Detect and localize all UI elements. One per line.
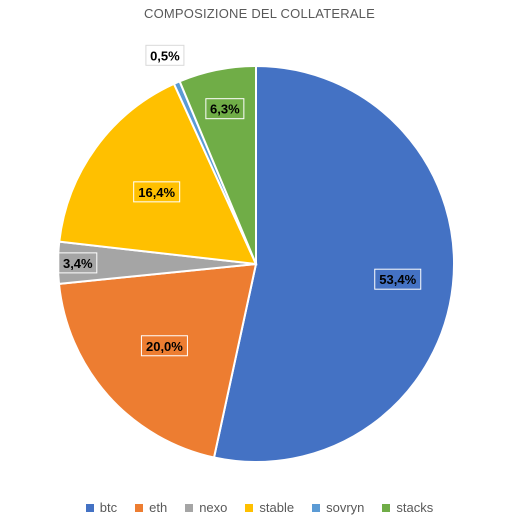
data-label-box [145,44,185,66]
data-label-nexo: 3,4% [58,252,98,274]
data-label-sovryn: 0,5% [145,44,185,66]
data-label-stacks: 6,3% [205,98,245,120]
chart-title: COMPOSIZIONE DEL COLLATERALE [144,6,375,21]
data-label-text: 16,4% [138,185,175,200]
data-label-btc: 53,4% [374,268,422,290]
legend-swatch [135,503,144,512]
data-label-box [58,252,98,274]
legend-item-btc: btc [85,500,118,515]
legend-item-stacks: stacks [382,500,433,515]
legend-item-eth: eth [135,500,167,515]
legend-item-sovryn: sovryn [312,500,364,515]
legend-swatch [382,503,391,512]
legend-item-nexo: nexo [185,500,227,515]
legend-label: stable [259,500,295,515]
pie-slice-eth [57,262,258,459]
data-label-stable: 16,4% [133,181,181,203]
data-label-text: 3,4% [63,256,93,271]
pie-slice-stable [58,82,258,266]
data-label-text: 6,3% [210,102,240,117]
data-label-text: 20,0% [146,339,183,354]
legend-swatch [312,503,321,512]
data-label-box [133,181,181,203]
data-label-eth: 20,0% [140,335,188,357]
legend-item-stable: stable [245,500,294,515]
data-label-box [140,335,188,357]
legend-label: nexo [199,500,228,515]
legend: btc eth nexo stable sovryn stacks [0,500,519,515]
data-label-text: 0,5% [150,48,180,63]
legend-swatch [85,503,94,512]
pie-chart: 53,4% 20,0% 3,4% 16,4% 0,5% 6,3% [57,44,455,463]
data-label-box [205,98,245,120]
legend-swatch [185,503,194,512]
data-label-text: 53,4% [379,272,416,287]
legend-swatch [245,503,254,512]
legend-label: stacks [396,500,434,515]
legend-label: eth [149,500,168,515]
data-label-box [374,268,422,290]
legend-label: sovryn [326,500,365,515]
pie-slice-btc [212,64,455,463]
legend-label: btc [99,500,118,515]
